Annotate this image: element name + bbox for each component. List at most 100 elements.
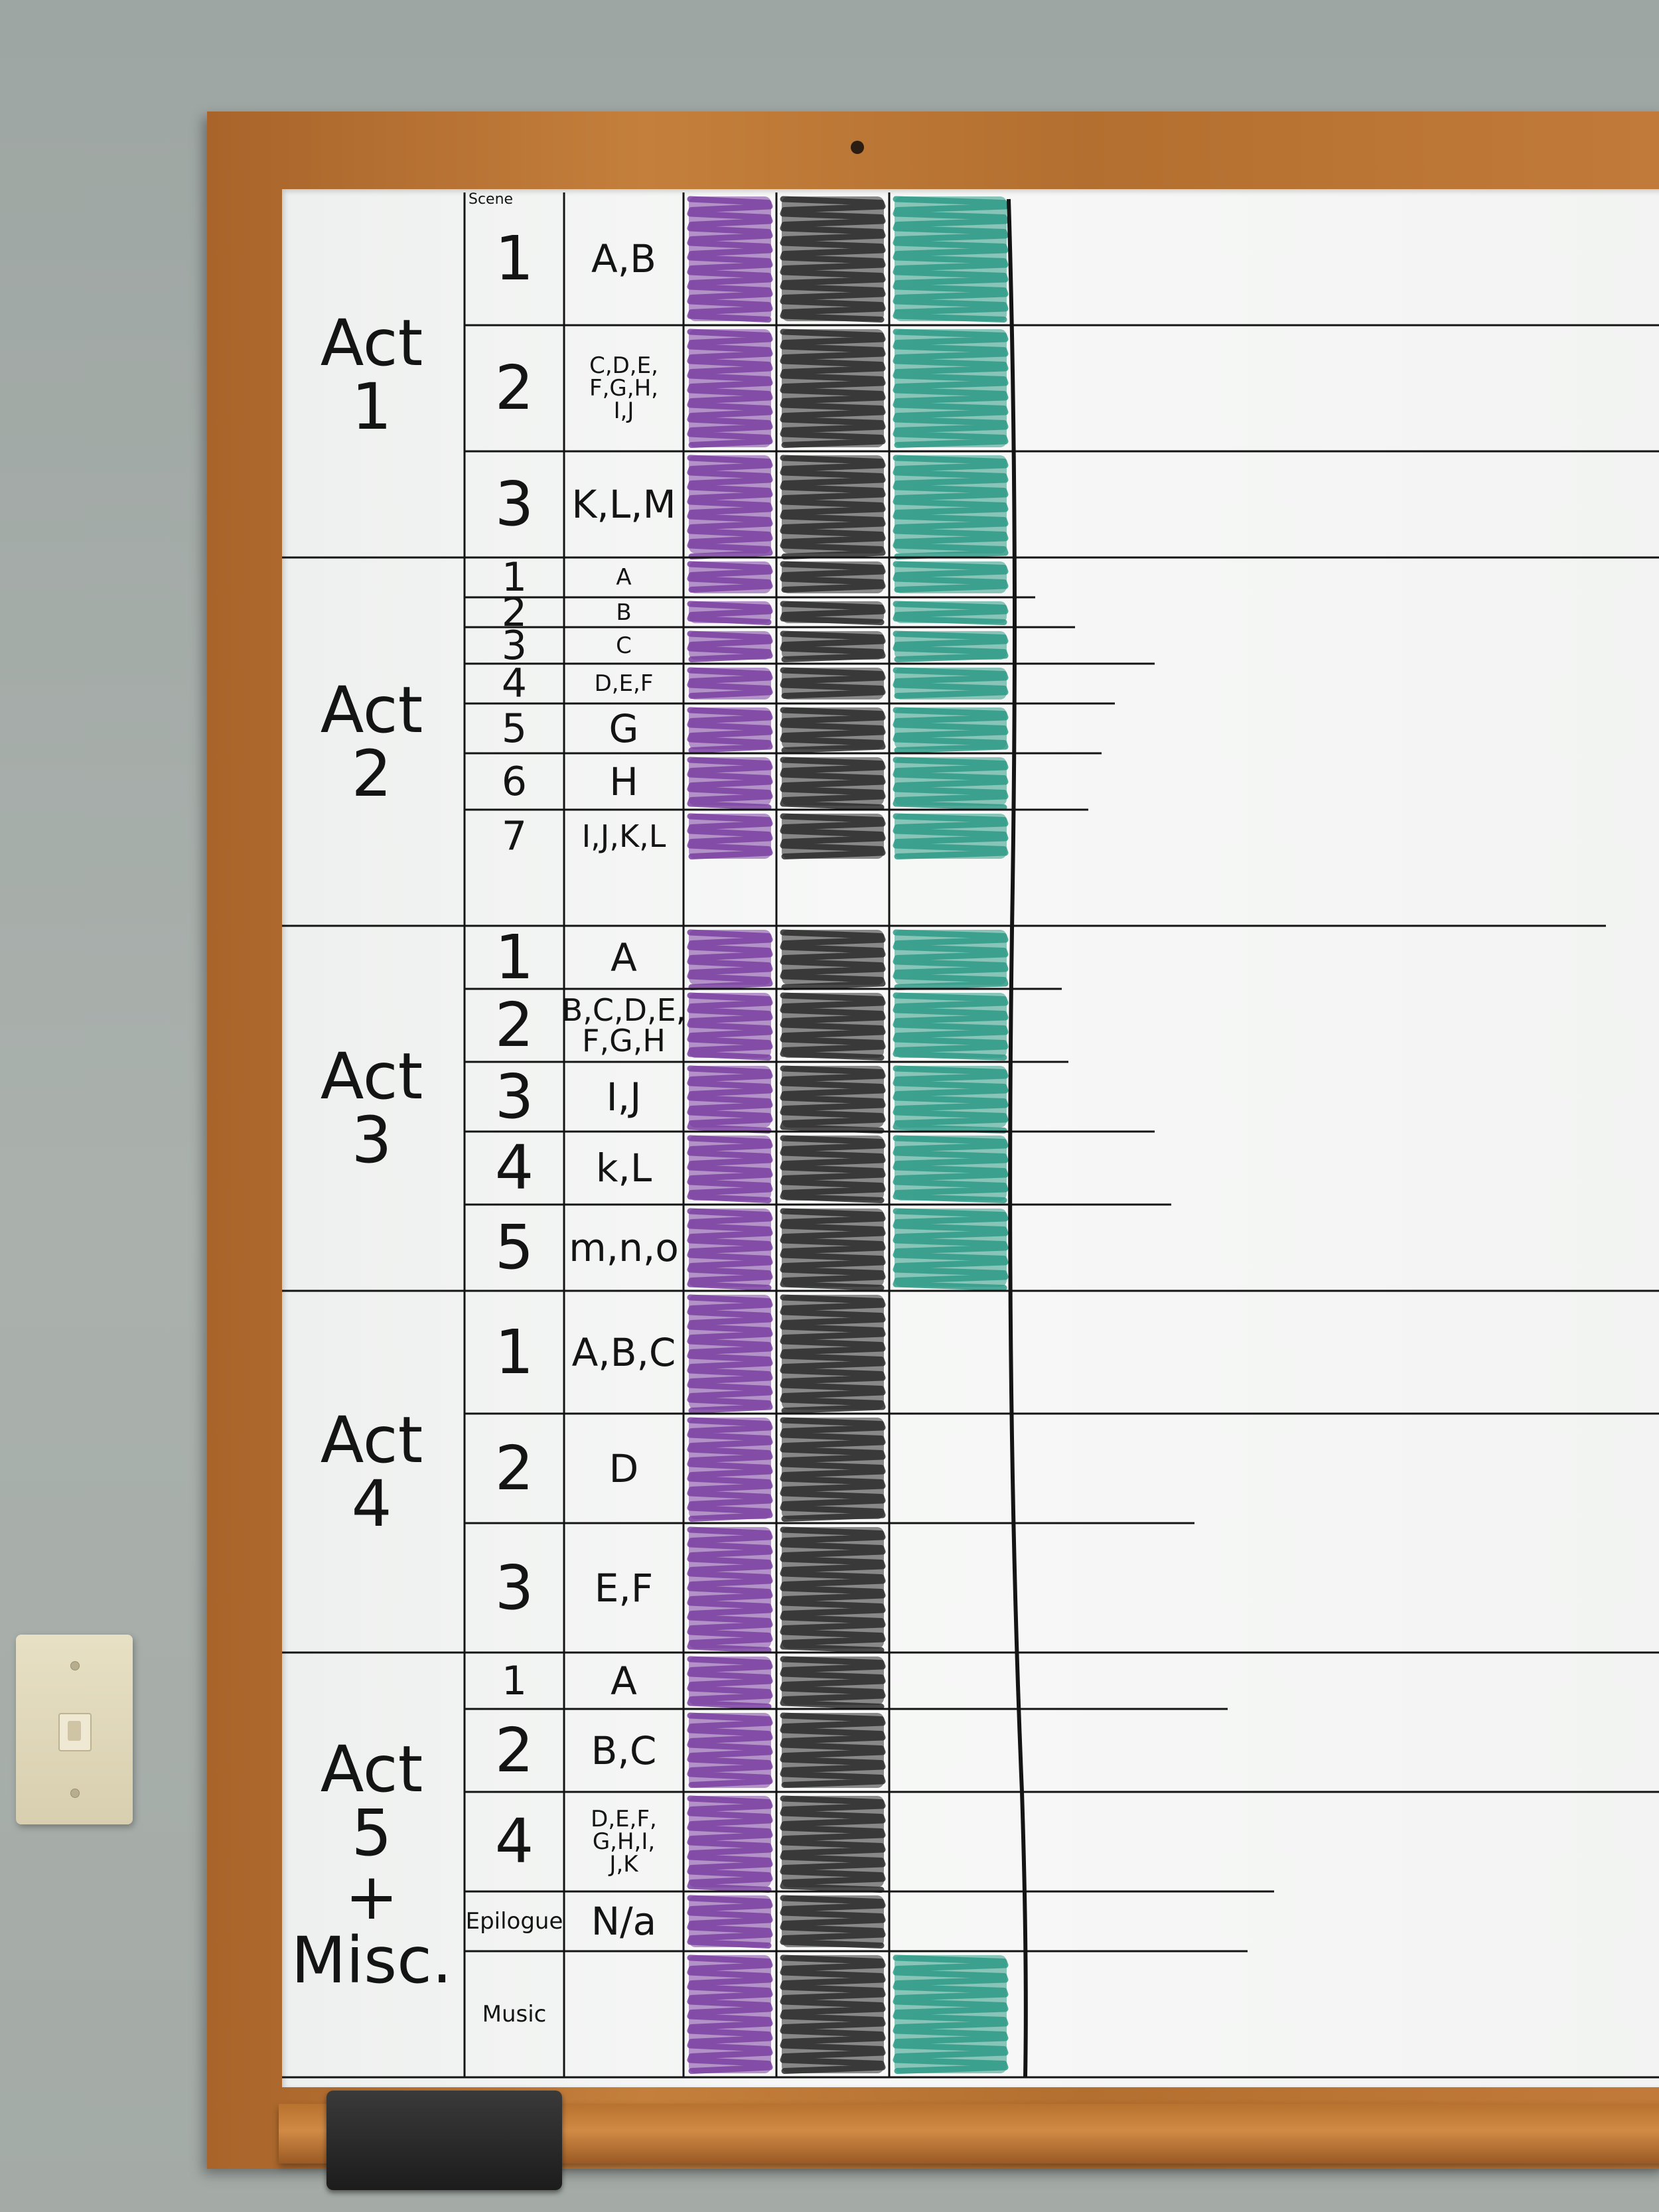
purple-marker-fill — [687, 707, 773, 753]
scene-letters: B,C,D,E, F,G,H — [561, 992, 686, 1059]
green-marker-fill — [893, 1954, 1009, 2074]
light-switch-plate — [16, 1635, 133, 1824]
purple-marker-fill — [687, 1417, 773, 1522]
scene-letters: k,L — [595, 1145, 652, 1191]
purple-marker-fill — [687, 992, 773, 1061]
purple-marker-fill — [687, 630, 773, 662]
purple-marker-fill — [687, 1795, 773, 1893]
purple-marker-fill — [687, 1954, 773, 2074]
black-marker-fill — [780, 1208, 886, 1291]
purple-marker-fill — [687, 601, 773, 625]
scene-letters: D,E,F — [594, 670, 654, 697]
scene-letters: I,J,K,L — [581, 818, 666, 854]
scene-number: 6 — [501, 758, 528, 805]
scene-number: Music — [482, 2001, 547, 2028]
black-marker-fill — [780, 1135, 886, 1203]
scene-number: 5 — [494, 1212, 534, 1283]
scene-number: 2 — [494, 352, 534, 423]
black-marker-fill — [780, 992, 886, 1061]
light-switch-toggle[interactable] — [58, 1713, 92, 1751]
black-marker-fill — [780, 1656, 886, 1710]
scene-letters: A — [611, 1658, 637, 1704]
black-marker-fill — [780, 757, 886, 810]
black-marker-fill — [780, 929, 886, 990]
scene-letters: D — [609, 1445, 639, 1491]
scene-letters: G — [609, 705, 639, 751]
scene-letters: D,E,F, G,H,I, J,K — [591, 1806, 657, 1878]
eraser[interactable] — [326, 2091, 562, 2190]
scene-number: 3 — [494, 1552, 534, 1623]
act-label: Act 3 — [320, 1039, 423, 1177]
black-marker-fill — [780, 1712, 886, 1788]
green-marker-fill — [893, 813, 1009, 859]
purple-marker-fill — [687, 1712, 773, 1788]
scene-letters: E,F — [594, 1565, 654, 1611]
thick-column-divider-line — [1007, 198, 1028, 2078]
scene-letters: m,n,o — [569, 1225, 679, 1270]
green-marker-fill — [893, 757, 1009, 810]
act-label: Act 5 + Misc. — [291, 1732, 453, 1998]
purple-marker-fill — [687, 813, 773, 859]
purple-marker-fill — [687, 757, 773, 810]
purple-marker-fill — [687, 929, 773, 990]
act-label: Act 2 — [320, 672, 423, 811]
purple-marker-fill — [687, 561, 773, 593]
scene-letters: N/a — [591, 1899, 657, 1944]
scene-number: 1 — [494, 1316, 534, 1388]
green-marker-fill — [893, 329, 1009, 448]
grid-line-layer — [282, 192, 1659, 2079]
purple-marker-fill — [687, 196, 773, 323]
scene-number: 4 — [501, 660, 528, 707]
purple-marker-fill — [687, 1656, 773, 1710]
black-marker-fill — [780, 1294, 886, 1414]
scene-number: 4 — [494, 1132, 534, 1203]
scene-letters: A,B — [591, 236, 656, 281]
frame-screw-icon — [851, 141, 864, 154]
purple-marker-fill — [687, 1895, 773, 1949]
black-marker-fill — [780, 1417, 886, 1522]
scene-number: 3 — [501, 622, 528, 669]
black-marker-fill — [780, 1895, 886, 1949]
green-marker-fill — [893, 992, 1009, 1061]
scene-letters: K,L,M — [571, 482, 676, 527]
scene-number: 2 — [494, 1714, 534, 1786]
scene-letters — [564, 1951, 684, 2077]
purple-marker-fill — [687, 667, 773, 700]
scene-number: 1 — [494, 921, 534, 993]
green-marker-fill — [893, 667, 1009, 700]
green-marker-fill — [893, 929, 1009, 990]
black-marker-fill — [780, 1526, 886, 1653]
scene-letters: A — [616, 564, 632, 591]
switch-screw-icon — [70, 1661, 80, 1670]
purple-marker-fill — [687, 1065, 773, 1134]
green-marker-fill — [893, 707, 1009, 753]
scene-number: 3 — [494, 469, 534, 540]
scene-number: 2 — [501, 589, 528, 636]
black-marker-fill — [780, 329, 886, 448]
scene-number: 2 — [494, 990, 534, 1061]
purple-marker-fill — [687, 1135, 773, 1203]
scene-number: 5 — [501, 705, 528, 752]
scene-letters: H — [609, 759, 638, 804]
purple-marker-fill — [687, 1526, 773, 1653]
scene-number: 4 — [494, 1806, 534, 1877]
black-marker-fill — [780, 1065, 886, 1134]
act-label: Act 4 — [320, 1402, 423, 1541]
black-marker-fill — [780, 667, 886, 700]
black-marker-fill — [780, 813, 886, 859]
black-marker-fill — [780, 1795, 886, 1893]
purple-marker-fill — [687, 1208, 773, 1291]
green-marker-fill — [893, 1065, 1009, 1134]
switch-screw-icon — [70, 1789, 80, 1798]
scene-letters: C — [616, 632, 632, 659]
black-marker-fill — [780, 455, 886, 559]
black-marker-fill — [780, 707, 886, 753]
scene-number: 1 — [501, 554, 528, 601]
green-marker-fill — [893, 601, 1009, 625]
green-marker-fill — [893, 196, 1009, 323]
scene-column-header: Scene — [469, 191, 514, 208]
black-marker-fill — [780, 1954, 886, 2074]
scene-number: 2 — [494, 1432, 534, 1504]
act-label: Act 1 — [320, 306, 423, 444]
